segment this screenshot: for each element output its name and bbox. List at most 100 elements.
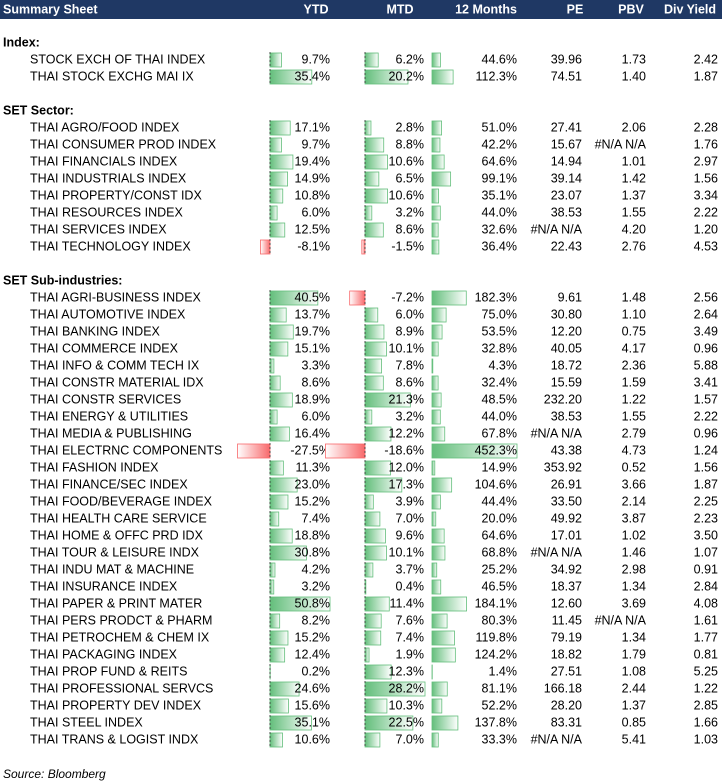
cell-value: 10.1% — [389, 545, 424, 559]
cell-value: 166.18 — [544, 681, 582, 695]
column-header: 12 Months — [455, 2, 517, 16]
cell-value: 18.82 — [551, 647, 582, 661]
positive-bar — [364, 494, 374, 510]
cell-value: 12.60 — [551, 596, 582, 610]
cell-value: 38.53 — [551, 205, 582, 219]
negative-bar — [361, 239, 366, 255]
cell-value: 19.7% — [295, 324, 330, 338]
cell-value: 32.8% — [482, 341, 517, 355]
positive-bar — [364, 137, 385, 153]
cell-value: 2.23 — [694, 511, 718, 525]
cell-value: 7.4% — [302, 511, 331, 525]
positive-bar — [364, 647, 370, 663]
cell-value: 1.37 — [622, 698, 646, 712]
cell-value: 12.0% — [389, 460, 424, 474]
cell-value: 3.2% — [396, 409, 425, 423]
positive-bar — [364, 562, 374, 578]
cell-value: #N/A N/A — [531, 545, 583, 559]
positive-bar — [431, 392, 442, 408]
cell-value: 1.87 — [694, 69, 718, 83]
cell-value: 2.8% — [396, 120, 425, 134]
cell-value: 1.56 — [694, 460, 718, 474]
cell-value: 1.79 — [622, 647, 646, 661]
positive-bar — [364, 698, 388, 714]
row-name: THAI PROPERTY DEV INDEX — [30, 698, 202, 712]
cell-value: 3.34 — [694, 188, 718, 202]
cell-value: 15.2% — [295, 494, 330, 508]
positive-bar — [269, 732, 283, 748]
cell-value: 39.96 — [551, 52, 582, 66]
positive-bar — [364, 460, 391, 476]
cell-value: 3.49 — [694, 324, 718, 338]
cell-value: 22.43 — [551, 239, 582, 253]
row-name: THAI ENERGY & UTILITIES — [30, 409, 188, 423]
cell-value: 25.2% — [482, 562, 517, 576]
cell-value: 10.1% — [389, 341, 424, 355]
positive-bar — [364, 426, 392, 442]
cell-value: 44.4% — [482, 494, 517, 508]
cell-value: 35.1% — [482, 188, 517, 202]
cell-value: 27.51 — [551, 664, 582, 678]
cell-value: 0.91 — [694, 562, 718, 576]
column-header: YTD — [304, 2, 329, 16]
row-name: THAI INSURANCE INDEX — [30, 579, 178, 593]
cell-value: 30.8% — [295, 545, 330, 559]
row-name: THAI HEALTH CARE SERVICE — [30, 511, 207, 525]
positive-bar — [269, 528, 293, 544]
cell-value: 1.61 — [694, 613, 718, 627]
positive-bar — [269, 579, 275, 595]
cell-value: 13.7% — [295, 307, 330, 321]
negative-bar — [325, 443, 366, 459]
cell-value: 44.0% — [482, 205, 517, 219]
cell-value: 48.5% — [482, 392, 517, 406]
cell-value: 4.17 — [622, 341, 646, 355]
cell-value: #N/A N/A — [531, 426, 583, 440]
cell-value: 18.37 — [551, 579, 582, 593]
negative-bar — [349, 290, 366, 306]
cell-value: 7.0% — [396, 732, 425, 746]
cell-value: 3.2% — [302, 579, 331, 593]
positive-bar — [364, 358, 382, 374]
section-title: SET Sector: — [3, 103, 74, 117]
positive-bar — [269, 358, 275, 374]
positive-bar — [269, 511, 280, 527]
cell-value: 4.3% — [489, 358, 518, 372]
row-name: THAI FINANCE/SEC INDEX — [30, 477, 188, 491]
row-name: THAI RESOURCES INDEX — [30, 205, 183, 219]
cell-value: 68.8% — [482, 545, 517, 559]
positive-bar — [431, 596, 467, 612]
positive-bar — [364, 307, 379, 323]
cell-value: 10.6% — [389, 188, 424, 202]
positive-bar — [431, 681, 448, 697]
cell-value: 1.22 — [622, 392, 646, 406]
cell-value: 7.4% — [396, 630, 425, 644]
cell-value: 64.6% — [482, 154, 517, 168]
cell-value: 12.3% — [389, 664, 424, 678]
cell-value: 1.55 — [622, 409, 646, 423]
section-title: Index: — [3, 35, 40, 49]
cell-value: 1.55 — [622, 205, 646, 219]
positive-bar — [431, 52, 441, 68]
positive-bar — [364, 154, 388, 170]
cell-value: 2.22 — [694, 409, 718, 423]
cell-value: 44.0% — [482, 409, 517, 423]
cell-value: 28.2% — [389, 681, 424, 695]
cell-value: 9.6% — [396, 528, 425, 542]
positive-bar — [431, 341, 439, 357]
cell-value: -27.5% — [290, 443, 330, 457]
positive-bar — [431, 647, 456, 663]
cell-value: 1.01 — [622, 154, 646, 168]
positive-bar — [364, 596, 390, 612]
cell-value: 6.0% — [396, 307, 425, 321]
row-name: THAI PROP FUND & REITS — [30, 664, 187, 678]
cell-value: #N/A N/A — [531, 732, 583, 746]
cell-value: 3.87 — [622, 511, 646, 525]
positive-bar — [269, 630, 289, 646]
cell-value: 42.2% — [482, 137, 517, 151]
cell-value: 81.1% — [482, 681, 517, 695]
positive-bar — [269, 562, 276, 578]
positive-bar — [364, 732, 381, 748]
cell-value: 4.73 — [622, 443, 646, 457]
cell-value: 1.73 — [622, 52, 646, 66]
sheet-title: Summary Sheet — [3, 2, 98, 16]
